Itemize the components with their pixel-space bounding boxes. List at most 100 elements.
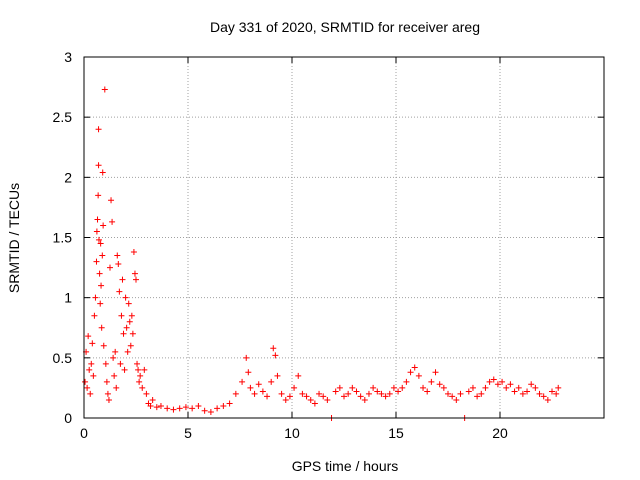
data-point [449, 393, 456, 400]
data-point [94, 216, 101, 223]
data-point [382, 393, 389, 400]
data-point [157, 402, 164, 409]
data-point [243, 354, 250, 361]
y-tick-label: 0 [64, 410, 72, 426]
data-point [100, 222, 107, 229]
data-point [486, 378, 493, 385]
data-point [86, 366, 93, 373]
data-point [511, 388, 518, 395]
data-point [316, 390, 323, 397]
data-point [109, 218, 116, 225]
data-point [482, 384, 489, 391]
data-point [182, 404, 189, 411]
data-point [97, 300, 104, 307]
data-point [303, 393, 310, 400]
data-point [195, 402, 202, 409]
data-point [474, 393, 481, 400]
chart-title: Day 331 of 2020, SRMTID for receiver are… [210, 19, 480, 35]
data-point [395, 388, 402, 395]
data-point [99, 169, 106, 176]
data-point [99, 252, 106, 259]
data-point [100, 342, 107, 349]
data-point [428, 378, 435, 385]
data-point [111, 372, 118, 379]
x-tick-label: 10 [284, 425, 300, 441]
data-point [286, 393, 293, 400]
data-point [123, 324, 130, 331]
data-point [291, 384, 298, 391]
data-points [82, 86, 562, 421]
data-point [341, 393, 347, 400]
data-point [307, 396, 314, 403]
data-point [149, 396, 156, 403]
x-tick-label: 5 [184, 425, 192, 441]
data-point [97, 240, 104, 247]
data-point [553, 390, 560, 397]
x-tick-label: 0 [80, 425, 88, 441]
data-point [121, 366, 128, 373]
data-point [465, 388, 472, 395]
data-point [115, 260, 122, 267]
data-point [102, 360, 109, 367]
data-point [176, 405, 183, 412]
data-point [411, 364, 418, 371]
y-tick-label: 2 [64, 169, 72, 185]
data-point [147, 402, 154, 409]
y-tick-label: 0.5 [53, 350, 73, 366]
data-point [390, 384, 397, 391]
data-point [141, 366, 148, 373]
data-point [143, 390, 150, 397]
data-point [91, 312, 98, 319]
data-point [189, 405, 196, 412]
data-point [445, 390, 451, 397]
data-point [440, 384, 447, 391]
data-point [255, 381, 262, 388]
data-point [407, 369, 414, 376]
data-point [129, 330, 136, 337]
data-point [247, 384, 254, 391]
data-point [549, 388, 555, 395]
data-point [332, 388, 339, 395]
data-point [84, 384, 91, 391]
data-point [478, 390, 485, 397]
data-point [274, 372, 281, 379]
data-point [112, 348, 119, 355]
data-point [214, 405, 221, 412]
data-point [93, 258, 100, 265]
data-point [349, 384, 356, 391]
data-point [98, 282, 105, 289]
grid [84, 57, 604, 418]
data-point [544, 396, 551, 403]
data-point [136, 378, 143, 385]
data-point [268, 378, 275, 385]
data-point [436, 381, 443, 388]
data-point [555, 384, 562, 391]
data-point [251, 390, 258, 397]
data-point [357, 393, 364, 400]
data-point [95, 126, 102, 133]
data-point [345, 390, 352, 397]
data-point [116, 288, 123, 295]
data-point [536, 390, 543, 397]
y-tick-label: 3 [64, 49, 72, 65]
data-point [264, 393, 271, 400]
data-point [90, 372, 97, 379]
data-point [120, 330, 127, 337]
data-point [378, 390, 385, 397]
data-point [133, 276, 139, 283]
data-point [88, 360, 95, 367]
data-point [311, 400, 318, 407]
data-point [353, 388, 360, 395]
data-point [127, 342, 134, 349]
data-point [134, 360, 141, 367]
data-point [515, 384, 522, 391]
data-point [170, 406, 177, 413]
data-point [532, 384, 539, 391]
data-point [386, 390, 393, 397]
data-point [361, 396, 368, 403]
data-point [105, 396, 112, 403]
data-point [95, 192, 102, 199]
data-point [207, 408, 214, 415]
data-point [524, 388, 531, 395]
